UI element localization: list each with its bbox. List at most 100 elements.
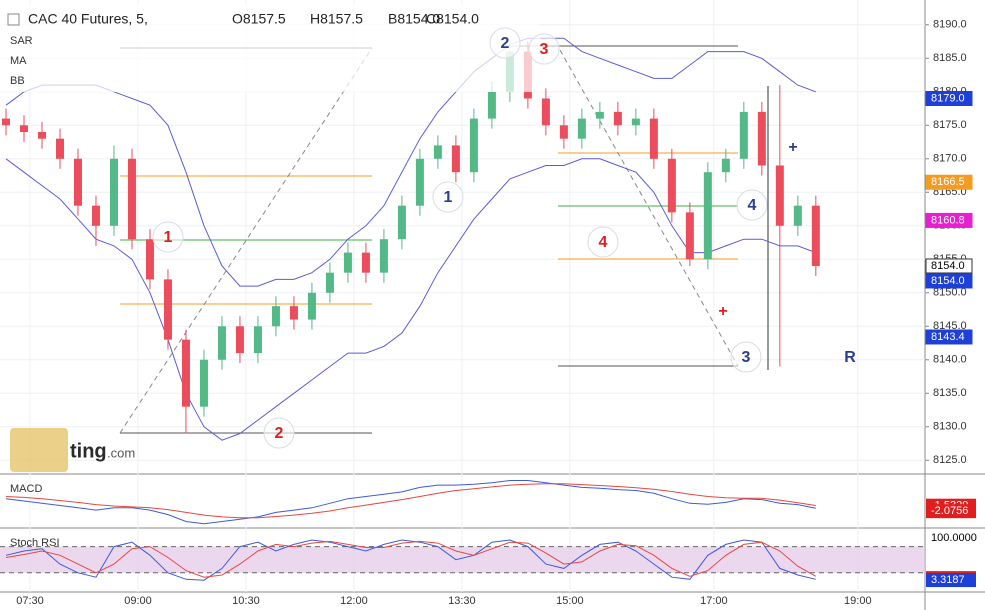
annotation: 2: [501, 35, 510, 52]
legend: CAC 40 Futures, 5, O8157.5 H8157.5 B8154…: [0, 4, 540, 92]
x-tick-label: 10:30: [232, 595, 260, 607]
y-tick-label: 8150.0: [933, 287, 967, 299]
pane-tag-label: 100.0000: [931, 532, 977, 544]
y-tick-label: 8185.0: [933, 52, 967, 64]
x-tick-label: 13:30: [448, 595, 476, 607]
indicator-label[interactable]: MA: [10, 55, 27, 67]
candle-body: [91, 205, 100, 226]
candle-body: [649, 118, 658, 159]
ohlc: H8157.5: [310, 11, 363, 27]
collapse-icon[interactable]: [7, 13, 20, 26]
pane-title: MACD: [10, 483, 42, 495]
annotation-circle: [528, 33, 560, 65]
x-tick-label: 17:00: [700, 595, 728, 607]
annotation-circle: [587, 226, 619, 258]
candle-body: [1, 118, 10, 126]
candle-body: [811, 205, 820, 266]
grid: [0, 0, 925, 592]
logo: ting .com: [10, 428, 135, 472]
annotation: 4: [599, 234, 608, 251]
indicator-line: [5, 480, 816, 525]
indicator-line: [5, 483, 816, 519]
y-tick-label: 8145.0: [933, 320, 967, 332]
logo-text: .com: [107, 445, 135, 460]
price-tag-label: 8154.0: [931, 260, 965, 272]
x-tick-label: 15:00: [556, 595, 584, 607]
candle-body: [217, 326, 226, 360]
candle-body: [127, 158, 136, 240]
ohlc: O8157.5: [232, 11, 286, 27]
price-tag: [925, 273, 973, 289]
x-tick-label: 19:00: [844, 595, 872, 607]
indicator-line: [5, 540, 817, 578]
price-tag-label: 8179.0: [931, 92, 965, 104]
candle-body: [415, 158, 424, 206]
candle-body: [577, 118, 586, 139]
annotation: 3: [540, 41, 549, 58]
candle-body: [685, 212, 694, 260]
candle-body: [721, 158, 730, 173]
band-line: [5, 158, 816, 441]
candle-body: [55, 138, 64, 159]
ohlc: B8154.0: [388, 11, 440, 27]
band-line: [5, 37, 816, 287]
candle-body: [451, 145, 460, 173]
candle-body: [37, 131, 46, 139]
candle-body: [559, 125, 568, 139]
candle-body: [379, 239, 388, 273]
candle-body: [73, 158, 82, 206]
annotation-circle: [489, 27, 521, 59]
annotation: 4: [748, 197, 757, 214]
candle-body: [145, 239, 154, 280]
annotation-circle: [730, 341, 762, 373]
candle-body: [397, 205, 406, 240]
price-tag: [925, 329, 973, 345]
y-tick-label: 8170.0: [933, 153, 967, 165]
candle-body: [775, 165, 784, 226]
candle-body: [325, 272, 334, 293]
annotation: +: [718, 303, 727, 320]
price-tag: [925, 258, 973, 274]
candle-body: [667, 158, 676, 213]
symbol: CAC 40 Futures, 5,: [28, 11, 148, 27]
annotation: 1: [444, 189, 453, 206]
pane-tag: [926, 504, 976, 519]
indicator-line: [5, 539, 816, 581]
candle-body: [289, 306, 298, 320]
candle-body: [253, 326, 262, 354]
price-tag-label: 8160.8: [931, 214, 965, 226]
price-tag: [925, 174, 973, 190]
candle-body: [631, 118, 640, 126]
candle-body: [271, 306, 280, 327]
indicator-label[interactable]: BB: [10, 75, 25, 87]
price-tag-label: 8166.5: [931, 176, 965, 188]
candle-body: [307, 292, 316, 320]
candle-body: [703, 172, 712, 260]
candle-body: [181, 339, 190, 407]
candle-body: [793, 205, 802, 226]
pane-tag-label: 3.3187: [931, 574, 965, 586]
candle-body: [469, 118, 478, 173]
logo-text: ting: [70, 440, 107, 462]
annotation: R: [844, 349, 856, 366]
candle-body: [613, 111, 622, 126]
annotation-circle: [432, 181, 464, 213]
y-tick-label: 8190.0: [933, 19, 967, 31]
y-tick-label: 8125.0: [933, 454, 967, 466]
legend-bg: [0, 4, 540, 92]
annotation-circle: [152, 221, 184, 253]
x-tick-label: 12:00: [340, 595, 368, 607]
ohlc: C8154.0: [426, 11, 479, 27]
y-tick-label: 8135.0: [933, 387, 967, 399]
pane-tag: [926, 573, 976, 588]
pane-tag: [926, 530, 976, 545]
trend-line: [119, 47, 373, 434]
candle-body: [361, 252, 370, 273]
x-tick-label: 09:00: [124, 595, 152, 607]
annotation-circle: [263, 417, 295, 449]
candle-body: [343, 252, 352, 273]
indicator-label[interactable]: SAR: [10, 35, 33, 47]
trend-line: [559, 49, 739, 367]
annotation: 1: [164, 229, 173, 246]
